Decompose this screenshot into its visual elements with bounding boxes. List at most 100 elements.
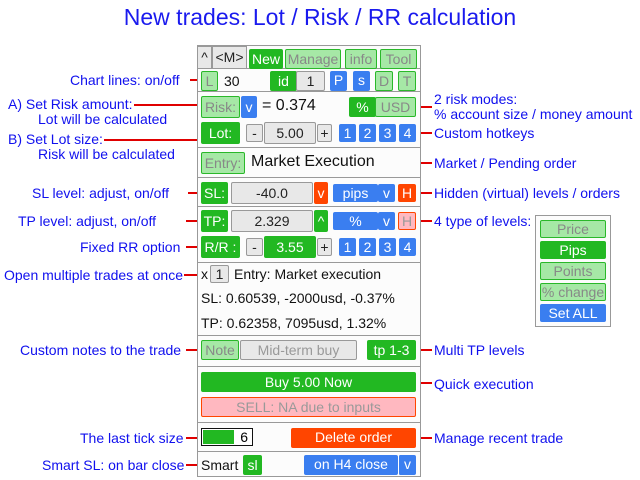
pointer-line	[416, 132, 432, 134]
divider	[197, 262, 421, 263]
lot-plus-button[interactable]: +	[317, 124, 332, 142]
tab-manage[interactable]: Manage	[285, 49, 341, 69]
pointer-line	[190, 79, 198, 81]
lot-input[interactable]: 5.00	[264, 122, 316, 144]
divider	[197, 91, 421, 92]
annotation-risk-modes: 2 risk modes:	[434, 91, 518, 107]
annotation-notes: Custom notes to the trade	[20, 342, 182, 358]
lot-hotkey-2[interactable]: 2	[359, 124, 376, 142]
sl-hidden-button[interactable]: H	[398, 184, 416, 202]
divider	[197, 335, 421, 336]
rr-hotkey-2[interactable]: 2	[359, 238, 376, 256]
divider	[197, 177, 421, 178]
annotation-market-pending: Market / Pending order	[434, 155, 577, 171]
chart-lines-toggle[interactable]: L	[201, 71, 218, 91]
pointer-line	[416, 106, 432, 108]
tab-info[interactable]: info	[345, 49, 377, 69]
info-tp: TP: 0.62358, 7095usd, 1.32%	[201, 315, 387, 331]
rr-hotkey-4[interactable]: 4	[399, 238, 416, 256]
entry-type[interactable]: Market Execution	[251, 153, 375, 170]
sl-toggle[interactable]: v	[314, 182, 328, 204]
id-input[interactable]: 1	[296, 71, 325, 91]
pointer-line	[416, 437, 432, 439]
lines-value: 30	[224, 73, 240, 89]
trade-count-input[interactable]: 1	[210, 265, 229, 283]
annotation-multi-tp: Multi TP levels	[434, 342, 525, 358]
pointer-line	[134, 104, 198, 106]
divider	[197, 422, 421, 423]
tick-size-fill	[203, 430, 234, 444]
risk-button[interactable]: Risk:	[201, 96, 240, 118]
collapse-button[interactable]: ^	[197, 46, 212, 69]
pointer-line	[416, 382, 432, 384]
multi-tp-button[interactable]: tp 1-3	[367, 340, 416, 360]
smart-sl-button[interactable]: sl	[243, 455, 262, 475]
pointer-line	[416, 192, 432, 194]
level-type-pips[interactable]: Pips	[540, 241, 606, 259]
buy-button[interactable]: Buy 5.00 Now	[201, 372, 416, 392]
rr-minus-button[interactable]: -	[246, 238, 263, 256]
delete-order-button[interactable]: Delete order	[291, 428, 416, 448]
lot-button[interactable]: Lot:	[201, 122, 240, 144]
multiplier-x: x	[201, 266, 208, 282]
tp-toggle[interactable]: ^	[314, 210, 328, 232]
annotation-hidden: Hidden (virtual) levels / orders	[434, 185, 620, 201]
level-type-points[interactable]: Points	[540, 262, 606, 280]
annotation-fixed-rr: Fixed RR option	[80, 239, 181, 255]
level-type-price[interactable]: Price	[540, 220, 606, 238]
t-button[interactable]: T	[398, 71, 416, 91]
tp-input[interactable]: 2.329	[231, 210, 313, 232]
level-type-percent-change[interactable]: % change	[540, 283, 606, 301]
rr-hotkey-3[interactable]: 3	[379, 238, 396, 256]
annotation-set-lot: B) Set Lot size:	[8, 131, 103, 147]
sl-button[interactable]: SL:	[201, 182, 228, 204]
minimize-button[interactable]: <M>	[212, 46, 247, 69]
lot-hotkey-1[interactable]: 1	[339, 124, 356, 142]
d-button[interactable]: D	[375, 71, 393, 91]
tick-size-value: 6	[240, 429, 248, 445]
lot-hotkey-4[interactable]: 4	[399, 124, 416, 142]
sell-button[interactable]: SELL: NA due to inputs	[201, 397, 416, 417]
id-label: id	[270, 71, 297, 91]
pointer-line	[416, 349, 432, 351]
note-button[interactable]: Note	[201, 340, 239, 360]
smart-mode-dropdown[interactable]: v	[398, 455, 416, 475]
divider	[197, 366, 421, 367]
tab-new[interactable]: New	[249, 49, 283, 69]
pointer-line	[184, 274, 198, 276]
s-button[interactable]: s	[353, 71, 370, 91]
sl-unit-select[interactable]: pips	[333, 184, 378, 202]
tp-unit-dropdown[interactable]: v	[378, 212, 395, 230]
tab-tool[interactable]: Tool	[380, 49, 417, 69]
p-button[interactable]: P	[330, 71, 347, 91]
sl-input[interactable]: -40.0	[231, 182, 313, 204]
pointer-line	[186, 349, 198, 351]
annotation-four-types: 4 type of levels:	[434, 213, 532, 229]
page-title: New trades: Lot / Risk / RR calculation	[123, 4, 517, 30]
sl-unit-dropdown[interactable]: v	[378, 184, 395, 202]
entry-button[interactable]: Entry:	[201, 152, 245, 174]
smart-mode-select[interactable]: on H4 close	[304, 455, 398, 475]
rr-hotkey-1[interactable]: 1	[339, 238, 356, 256]
annotation-sl-level: SL level: adjust, on/off	[32, 185, 169, 201]
rr-input[interactable]: 3.55	[264, 236, 316, 258]
annotation-set-risk-sub: Lot will be calculated	[38, 111, 168, 127]
tp-button[interactable]: TP:	[201, 210, 228, 232]
annotation-set-lot-sub: Risk will be calculated	[38, 146, 175, 162]
level-type-set-all[interactable]: Set ALL	[540, 304, 606, 322]
note-input[interactable]: Mid-term buy	[240, 340, 357, 360]
tp-hidden-button[interactable]: H	[398, 212, 416, 230]
rr-button[interactable]: R/R :	[201, 236, 240, 258]
info-sl: SL: 0.60539, -2000usd, -0.37%	[201, 290, 395, 306]
lot-hotkey-3[interactable]: 3	[379, 124, 396, 142]
annotation-smart-sl: Smart SL: on bar close	[42, 457, 185, 473]
usd-mode-button[interactable]: USD	[375, 97, 416, 117]
annotation-chart-lines: Chart lines: on/off	[70, 72, 180, 88]
lot-minus-button[interactable]: -	[246, 124, 263, 142]
risk-dropdown[interactable]: v	[241, 96, 257, 118]
rr-plus-button[interactable]: +	[317, 238, 332, 256]
percent-mode-button[interactable]: %	[349, 97, 376, 117]
annotation-set-risk: A) Set Risk amount:	[8, 96, 133, 112]
annotation-tick: The last tick size	[80, 430, 184, 446]
tp-unit-select[interactable]: %	[333, 212, 378, 230]
